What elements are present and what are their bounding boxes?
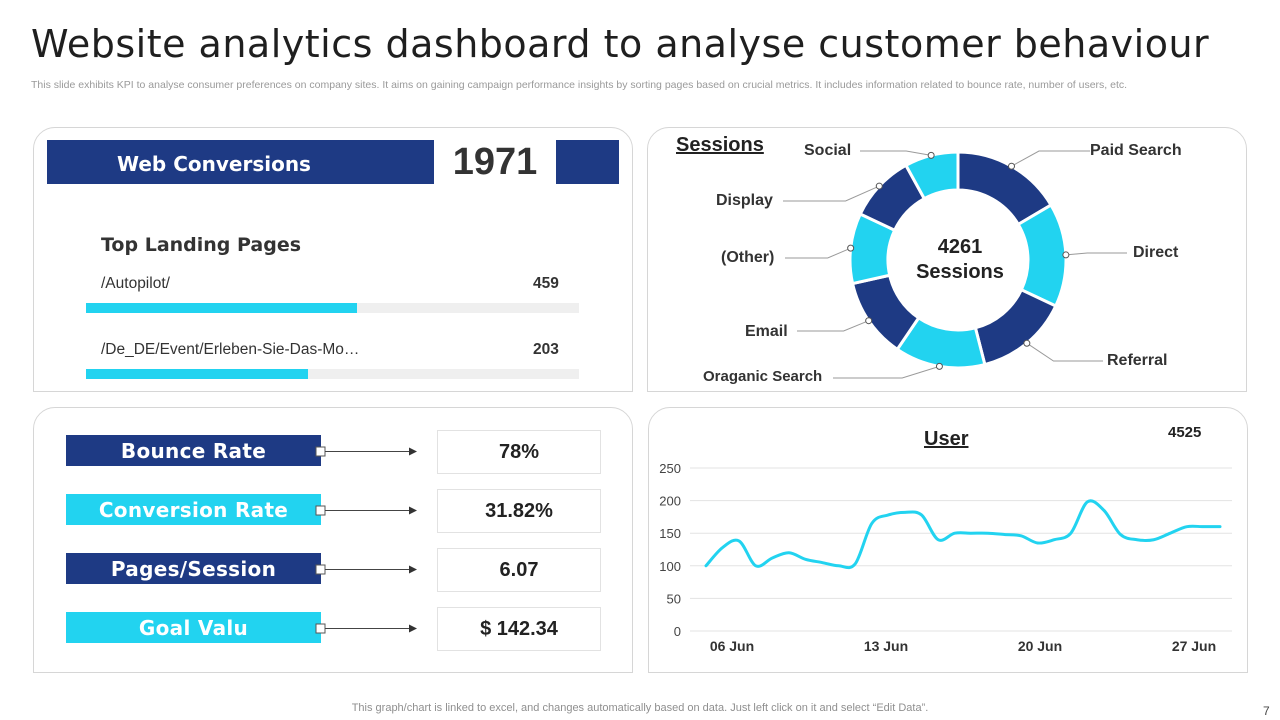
donut-leader-line [783, 185, 880, 202]
donut-leader-dot [1062, 251, 1070, 259]
donut-leader-line [785, 247, 851, 259]
goal-value-value: $ 142.34 [437, 607, 601, 651]
donut-leader-dot [847, 244, 855, 252]
donut-leader-dot [875, 182, 883, 190]
legend-other: (Other) [721, 249, 775, 266]
top-landing-pages-title: Top Landing Pages [101, 234, 302, 256]
sessions-donut-chart [783, 150, 1127, 379]
donut-leader-line [1026, 342, 1103, 362]
pages-per-session-label: Pages/Session [66, 553, 321, 584]
landing-page-bar-track [86, 303, 579, 313]
legend-organic-search: Oraganic Search [703, 368, 823, 385]
landing-page-bar-fill [86, 369, 308, 379]
y-tick-label: 100 [659, 559, 681, 574]
landing-page-bar-track [86, 369, 579, 379]
y-tick-label: 0 [674, 624, 681, 639]
legend-paid-search: Paid Search [1090, 142, 1182, 159]
page-title: Website analytics dashboard to analyse c… [31, 22, 1210, 66]
donut-leader-line [1011, 150, 1090, 167]
y-tick-label: 150 [659, 526, 681, 541]
bounce-rate-value: 78% [437, 430, 601, 474]
page-number: 7 [1263, 704, 1270, 718]
sessions-title: Sessions [676, 134, 764, 156]
conversion-rate-label: Conversion Rate [66, 494, 321, 525]
x-tick-label: 20 Jun [1018, 638, 1062, 654]
donut-leader-dot [1023, 339, 1031, 347]
y-tick-label: 200 [659, 494, 681, 509]
landing-page-value: 459 [533, 275, 559, 292]
donut-leader-dot [927, 151, 935, 159]
legend-email: Email [745, 323, 788, 340]
y-tick-label: 50 [667, 591, 681, 606]
landing-page-bar-fill [86, 303, 358, 313]
legend-social: Social [804, 142, 852, 159]
x-tick-label: 27 Jun [1172, 638, 1216, 654]
pages-per-session-value: 6.07 [437, 548, 601, 592]
legend-display: Display [716, 192, 773, 209]
legend-direct: Direct [1133, 244, 1179, 261]
donut-leader-dot [865, 317, 873, 325]
landing-page-name: /De_DE/Event/Erleben-Sie-Das-Mo… [101, 341, 360, 358]
kpi-connector-arrow [315, 505, 417, 516]
donut-segment-social [903, 150, 960, 201]
y-tick-label: 250 [659, 461, 681, 476]
x-tick-label: 13 Jun [864, 638, 908, 654]
kpi-connector-arrow [315, 446, 417, 457]
donut-leader-dot [935, 362, 943, 370]
user-total: 4525 [1168, 424, 1202, 441]
sessions-center-value: 4261 [937, 236, 983, 258]
conversion-rate-value: 31.82% [437, 489, 601, 533]
donut-leader-line [1065, 252, 1127, 256]
sessions-center-label: Sessions [916, 261, 1004, 283]
user-chart-title: User [924, 428, 969, 450]
kpi-connectors [315, 446, 417, 634]
landing-page-name: /Autopilot/ [101, 275, 170, 292]
donut-leader-line [797, 320, 869, 332]
user-series-line [704, 499, 1222, 570]
donut-leader-line [860, 150, 932, 156]
landing-page-value: 203 [533, 341, 559, 358]
donut-segment-referral [973, 287, 1058, 367]
page-subtitle: This slide exhibits KPI to analyse consu… [31, 79, 1128, 91]
web-conversions-label: Web Conversions [117, 152, 311, 176]
donut-leader-dot [1008, 162, 1016, 170]
bounce-rate-label: Bounce Rate [66, 435, 321, 466]
legend-referral: Referral [1107, 352, 1168, 369]
kpi-connector-arrow [315, 564, 417, 575]
goal-value-label: Goal Valu [66, 612, 321, 643]
x-tick-label: 06 Jun [710, 638, 754, 654]
web-conversions-value: 1971 [434, 138, 556, 187]
footer-note: This graph/chart is linked to excel, and… [351, 702, 929, 714]
donut-leader-line [833, 365, 940, 379]
user-line-chart: 0 50 100 150 200 250 06 Jun 13 Jun 20 Jun 27 Jun [659, 461, 1232, 654]
kpi-connector-arrow [315, 623, 417, 634]
